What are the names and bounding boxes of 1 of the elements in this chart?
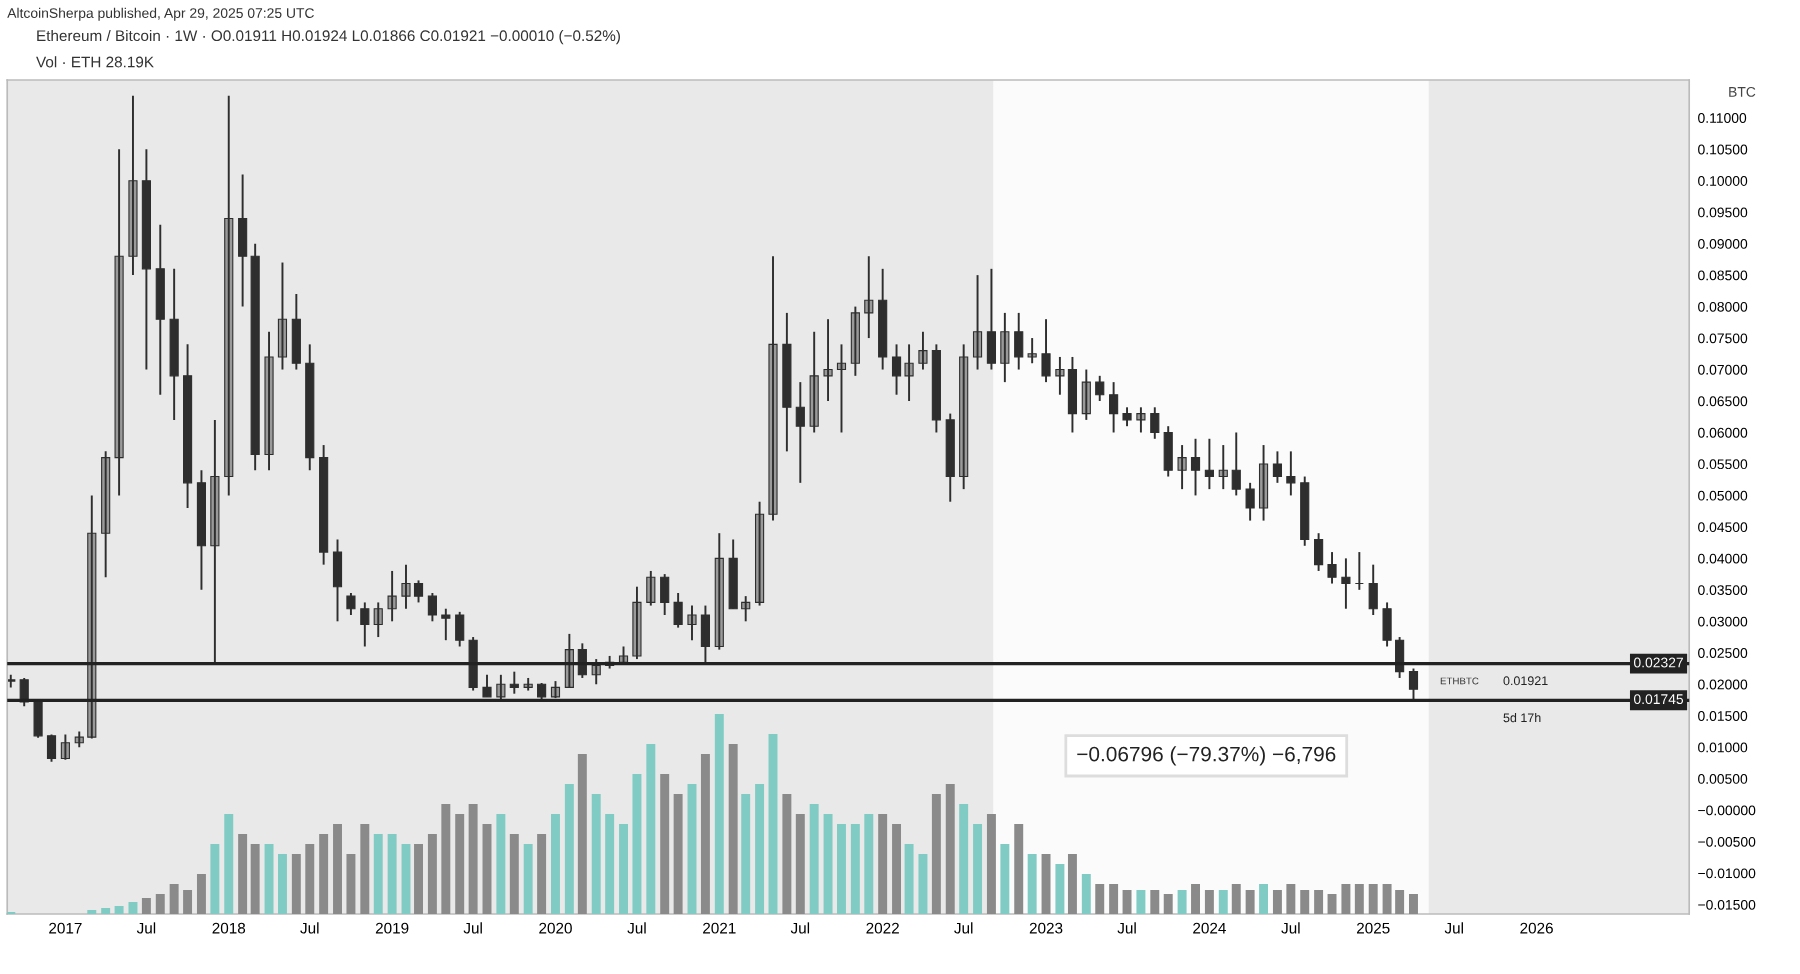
annotation: −0.06796 (−79.37%) −6,796 [1077, 746, 1336, 766]
